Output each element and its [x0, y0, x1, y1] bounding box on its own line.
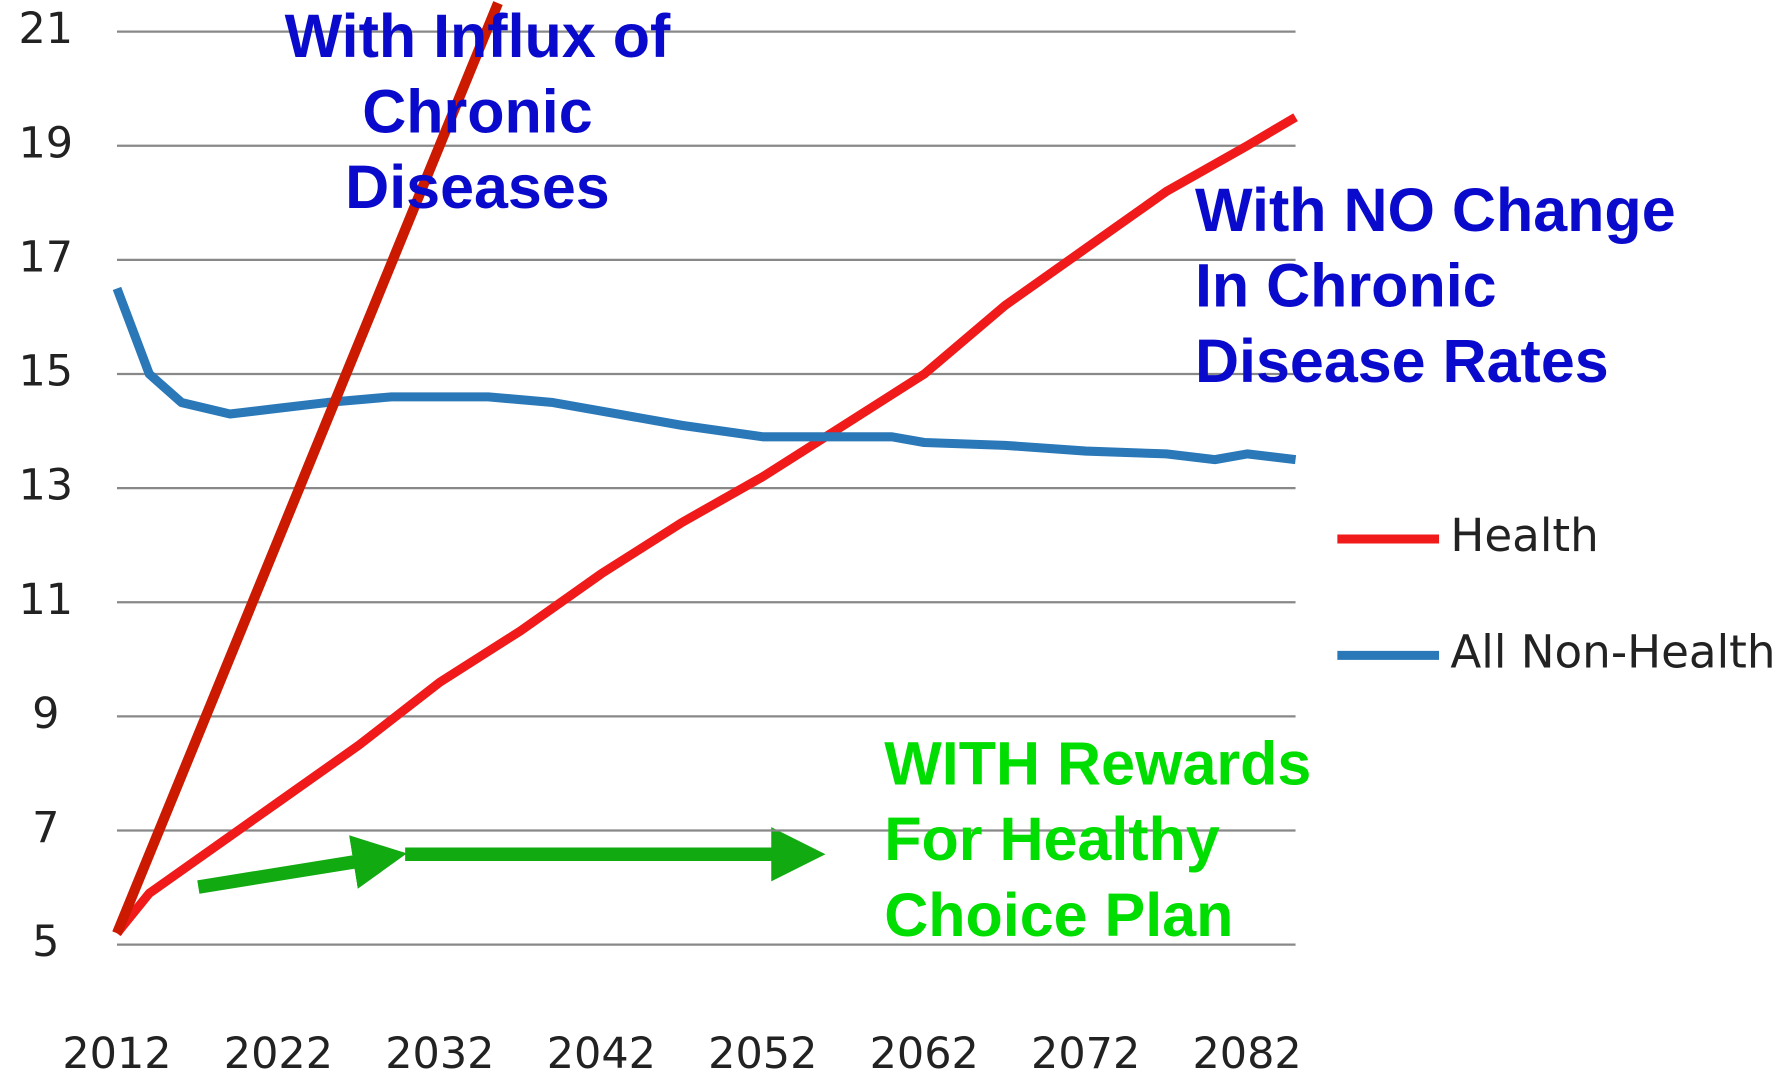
y-tick-label: 11	[18, 575, 73, 625]
annotation: WITH Rewards	[884, 729, 1311, 797]
y-tick-label: 5	[32, 917, 59, 967]
legend-label: Health	[1450, 509, 1598, 562]
legend-label: All Non-Health	[1450, 625, 1773, 678]
annotation: For Healthy	[884, 805, 1220, 873]
x-tick-label: 2082	[1193, 1029, 1302, 1078]
grid	[116, 30, 1296, 946]
y-tick-label: 21	[18, 4, 73, 54]
line	[112, 1, 503, 936]
y-tick-label: 19	[18, 118, 73, 168]
arrow	[197, 835, 407, 894]
x-tick-label: 2072	[1031, 1029, 1140, 1078]
x-tick-label: 2022	[224, 1029, 333, 1078]
annotation: Chronic	[362, 77, 592, 145]
annotation: With NO Change	[1195, 176, 1676, 244]
y-tick-label: 17	[18, 232, 73, 282]
x-tick-label: 2052	[708, 1029, 817, 1078]
y-tick-label: 7	[32, 803, 59, 853]
y-tick-label: 15	[18, 347, 73, 397]
annotation: Diseases	[345, 153, 610, 221]
annotation: Choice Plan	[884, 881, 1233, 949]
annotation: With Influx of	[285, 2, 671, 70]
x-tick-label: 2012	[62, 1029, 171, 1078]
annotation: Disease Rates	[1195, 327, 1609, 395]
y-tick-label: 13	[18, 461, 73, 511]
line	[112, 286, 1297, 465]
x-tick-label: 2042	[547, 1029, 656, 1078]
x-tick-label: 2062	[870, 1029, 979, 1078]
line	[113, 113, 1298, 937]
y-tick-label: 9	[32, 689, 59, 739]
x-tick-label: 2032	[385, 1029, 494, 1078]
annotation: In Chronic	[1195, 252, 1497, 320]
